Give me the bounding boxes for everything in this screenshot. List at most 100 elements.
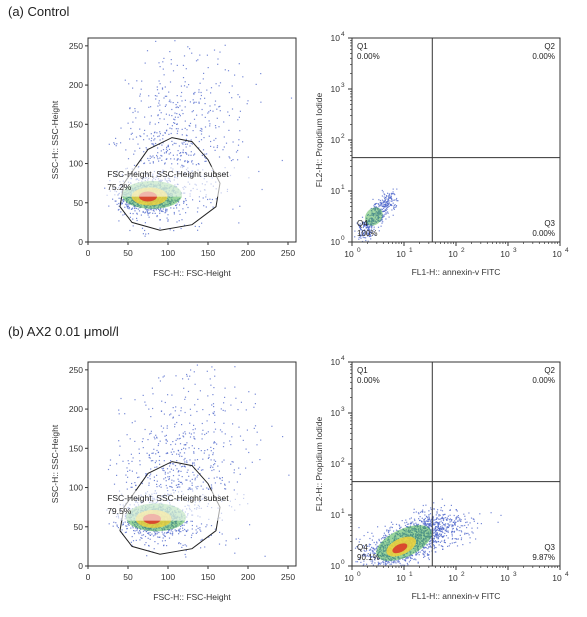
event-point (395, 206, 397, 208)
event-point (200, 94, 202, 97)
event-point (387, 561, 389, 563)
event-point (204, 153, 206, 155)
event-point (386, 205, 388, 207)
event-point (189, 422, 191, 424)
event-point (193, 451, 195, 453)
event-point (369, 537, 371, 540)
event-point (453, 542, 455, 544)
event-point (159, 83, 161, 85)
event-point (166, 440, 168, 442)
event-point (271, 425, 273, 427)
event-point (154, 532, 156, 534)
event-point (205, 432, 208, 434)
event-point (156, 86, 158, 88)
event-point (156, 154, 158, 157)
event-point (117, 527, 119, 529)
event-point (442, 522, 444, 524)
event-point (217, 465, 219, 467)
event-point (168, 148, 171, 150)
event-point (405, 560, 407, 562)
event-point (200, 139, 203, 141)
event-point (163, 534, 165, 536)
y-tick-exponent: 0 (341, 235, 345, 242)
event-point (164, 473, 166, 475)
event-point (447, 545, 449, 547)
event-point (144, 212, 146, 214)
event-point (152, 143, 154, 145)
event-point (113, 483, 116, 485)
event-point (169, 414, 171, 416)
event-point (417, 512, 420, 514)
event-point (447, 523, 449, 525)
event-point (255, 83, 257, 85)
event-point (196, 476, 198, 478)
event-point (387, 199, 389, 201)
event-point (202, 429, 204, 431)
event-point (148, 484, 150, 486)
event-point (174, 426, 176, 428)
event-point (239, 205, 241, 207)
event-point (208, 111, 210, 113)
event-point (365, 224, 368, 227)
event-point (194, 91, 196, 94)
event-point (134, 440, 136, 442)
event-point (456, 529, 458, 531)
event-point (185, 545, 188, 547)
event-point (157, 135, 159, 138)
event-point (370, 548, 372, 550)
event-point (388, 533, 390, 536)
event-point (480, 523, 482, 525)
event-point (158, 485, 160, 487)
event-point (365, 225, 367, 227)
event-point (395, 529, 398, 531)
event-point (436, 533, 438, 535)
event-point (157, 444, 159, 447)
event-point (159, 139, 161, 141)
event-point (397, 200, 399, 202)
event-point (415, 511, 417, 513)
event-point (147, 532, 149, 534)
event-point (237, 537, 240, 539)
event-point (395, 199, 397, 201)
event-point (439, 528, 441, 530)
event-point (451, 528, 454, 530)
event-point (167, 214, 169, 216)
event-point (156, 474, 158, 476)
event-point (417, 561, 419, 563)
event-point (441, 545, 443, 547)
event-point (157, 536, 159, 538)
event-point (413, 523, 415, 525)
event-point (178, 201, 180, 203)
event-point (365, 222, 367, 225)
event-point (156, 156, 158, 158)
event-point (168, 100, 170, 103)
event-point (428, 558, 430, 561)
event-point (199, 54, 201, 56)
event-point (142, 210, 144, 213)
event-point (203, 137, 205, 139)
event-point (163, 57, 165, 59)
event-point (198, 196, 200, 198)
event-point (378, 538, 380, 540)
event-point (137, 476, 139, 479)
event-point (208, 120, 210, 122)
event-point (213, 431, 215, 433)
event-point (366, 563, 368, 565)
event-point (179, 455, 181, 457)
event-point (144, 235, 146, 237)
event-point (449, 509, 451, 511)
event-point (175, 439, 177, 441)
event-point (213, 146, 215, 148)
event-point (205, 206, 207, 208)
event-point (176, 421, 178, 424)
event-point (430, 525, 432, 528)
event-point (170, 207, 172, 209)
event-point (362, 223, 364, 225)
event-point (388, 205, 390, 207)
event-point (390, 192, 392, 194)
event-point (438, 535, 441, 537)
event-point (444, 525, 446, 527)
event-point (438, 544, 440, 546)
event-point (158, 62, 160, 64)
event-point (167, 219, 169, 221)
